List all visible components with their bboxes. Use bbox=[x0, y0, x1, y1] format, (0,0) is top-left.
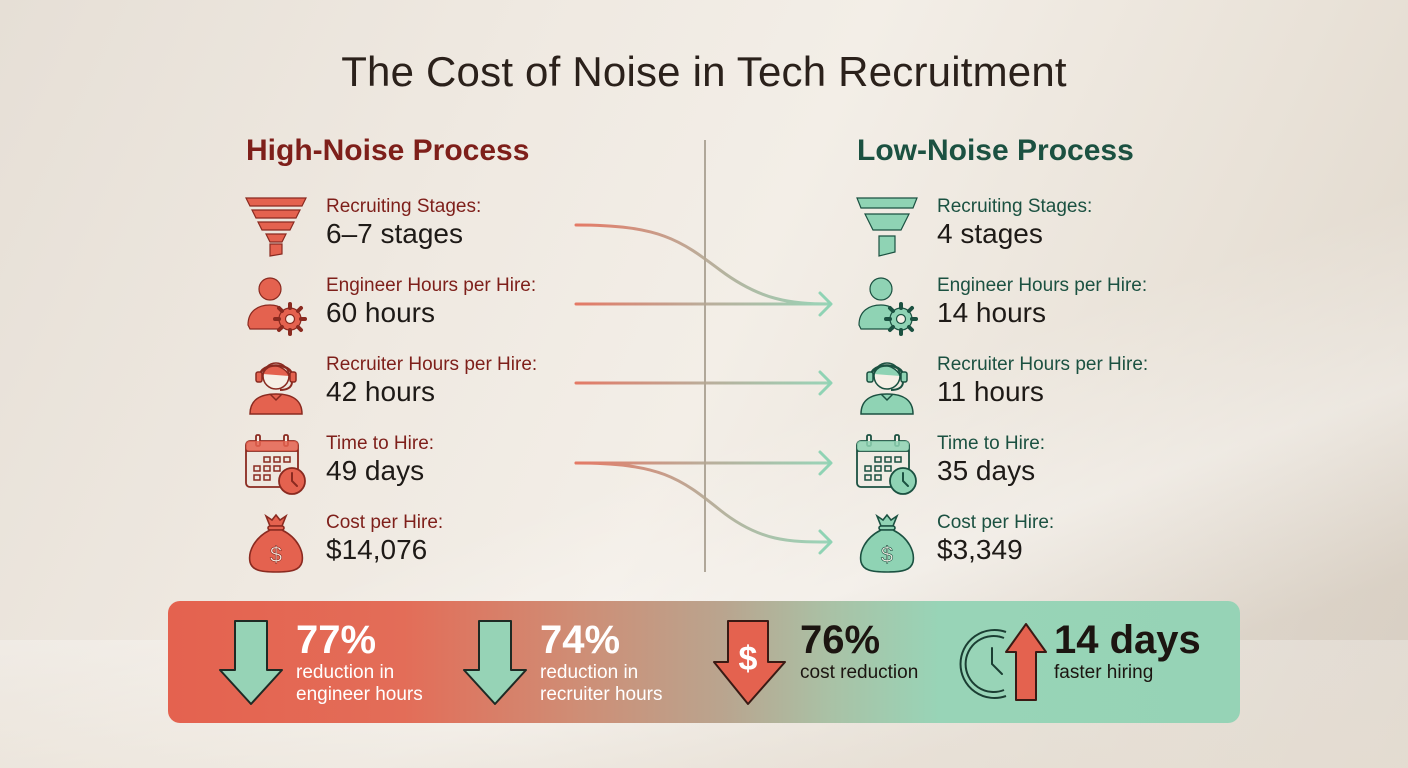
svg-text:$: $ bbox=[739, 640, 758, 678]
high-metric-cost-per-hire: $ Cost per Hire: $14,076 bbox=[244, 512, 443, 576]
metric-label: Recruiter Hours per Hire: bbox=[326, 354, 538, 375]
low-metric-time-to-hire: Time to Hire: 35 days bbox=[855, 433, 1045, 497]
metric-value: 49 days bbox=[326, 455, 425, 486]
metric-label: Time to Hire: bbox=[937, 433, 1046, 454]
down-arrow-icon bbox=[463, 620, 527, 705]
high-metric-recruiter-hours: Recruiter Hours per Hire: 42 hours bbox=[244, 354, 537, 418]
engineer-gear-icon bbox=[247, 277, 307, 336]
metric-value: 11 hours bbox=[937, 376, 1044, 407]
high-noise-heading: High-Noise Process bbox=[246, 134, 530, 167]
high-metric-stages: Recruiting Stages: 6–7 stages bbox=[244, 196, 481, 260]
funnel-icon bbox=[245, 197, 307, 257]
metric-value: 35 days bbox=[937, 455, 1036, 486]
metric-label: Time to Hire: bbox=[326, 433, 435, 454]
summary-faster-hiring: 14 days faster hiring bbox=[958, 618, 1201, 704]
summary-recruiter-reduction: 74% reduction in recruiter hours bbox=[462, 618, 663, 706]
metric-value: 4 stages bbox=[937, 218, 1043, 249]
metric-value: 6–7 stages bbox=[326, 218, 463, 249]
connector-cost bbox=[574, 461, 832, 544]
stat-line1: cost reduction bbox=[800, 662, 919, 683]
stat-line1: reduction in bbox=[296, 662, 395, 683]
low-metric-recruiter-hours: Recruiter Hours per Hire: 11 hours bbox=[855, 354, 1148, 418]
clock-up-arrow-icon bbox=[959, 623, 1047, 701]
funnel-icon bbox=[856, 197, 918, 257]
summary-bar bbox=[168, 601, 1240, 723]
low-metric-cost-per-hire: $ Cost per Hire: $3,349 bbox=[855, 512, 1054, 576]
summary-engineer-reduction: 77% reduction in engineer hours bbox=[218, 618, 423, 706]
calendar-clock-icon bbox=[245, 434, 306, 495]
low-noise-heading: Low-Noise Process bbox=[857, 134, 1134, 167]
stat-value: 14 days bbox=[1054, 618, 1201, 662]
metric-value: 42 hours bbox=[326, 376, 435, 407]
low-metric-stages: Recruiting Stages: 4 stages bbox=[855, 196, 1092, 260]
metric-label: Recruiter Hours per Hire: bbox=[937, 354, 1149, 375]
stat-value: 77% bbox=[296, 618, 377, 662]
dollar-down-arrow-icon: $ bbox=[713, 620, 786, 705]
metric-label: Engineer Hours per Hire: bbox=[937, 275, 1148, 296]
down-arrow-icon bbox=[219, 620, 283, 705]
metric-label: Cost per Hire: bbox=[937, 512, 1055, 533]
stat-line1: faster hiring bbox=[1054, 662, 1154, 683]
column-divider bbox=[704, 140, 706, 572]
metric-value: $14,076 bbox=[326, 534, 428, 565]
stat-line2: engineer hours bbox=[296, 684, 423, 705]
metric-label: Cost per Hire: bbox=[326, 512, 444, 533]
metric-label: Recruiting Stages: bbox=[937, 196, 1093, 217]
stat-value: 76% bbox=[800, 618, 881, 662]
recruiter-headset-icon bbox=[860, 362, 914, 415]
metric-label: Engineer Hours per Hire: bbox=[326, 275, 537, 296]
money-bag-icon: $ bbox=[248, 513, 304, 573]
low-metric-engineer-hours: Engineer Hours per Hire: 14 hours bbox=[855, 275, 1147, 339]
high-metric-engineer-hours: Engineer Hours per Hire: 60 hours bbox=[244, 275, 536, 339]
metric-value: 14 hours bbox=[937, 297, 1046, 328]
calendar-clock-icon bbox=[856, 434, 917, 495]
metric-value: 60 hours bbox=[326, 297, 435, 328]
svg-text:$: $ bbox=[881, 542, 893, 567]
page-title: The Cost of Noise in Tech Recruitment bbox=[341, 48, 1067, 95]
metric-value: $3,349 bbox=[937, 534, 1023, 565]
svg-text:$: $ bbox=[270, 542, 282, 567]
stat-value: 74% bbox=[540, 618, 621, 662]
money-bag-icon: $ bbox=[859, 513, 915, 573]
high-metric-time-to-hire: Time to Hire: 49 days bbox=[244, 433, 434, 497]
summary-cost-reduction: $ 76% cost reduction bbox=[712, 618, 918, 706]
metric-label: Recruiting Stages: bbox=[326, 196, 482, 217]
recruiter-headset-icon bbox=[249, 362, 303, 415]
engineer-gear-icon bbox=[858, 277, 918, 336]
stat-line1: reduction in bbox=[540, 662, 639, 683]
stat-line2: recruiter hours bbox=[540, 684, 663, 705]
connector-stages bbox=[574, 223, 832, 306]
